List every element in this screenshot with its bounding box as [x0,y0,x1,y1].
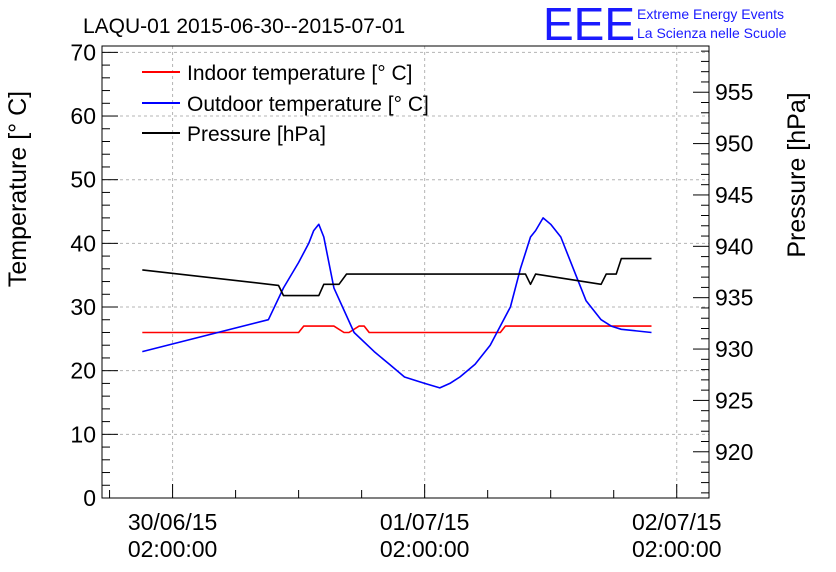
y-tick-label: 10 [70,421,96,447]
y2-tick-label: 950 [715,131,753,157]
legend: Indoor temperature [° C] Outdoor tempera… [142,62,429,146]
y-tick-label: 20 [70,358,96,384]
y2-tick-label: 955 [715,79,753,105]
plot-frame [101,45,710,499]
y-tick-label: 40 [70,230,96,256]
axes: 0 10 20 30 40 50 60 70 920 925 930 935 940 945 950 955 3… [70,39,753,562]
series-line-outdoor [142,217,652,389]
logo-line-2: La Scienza nelle Scuole [637,25,787,41]
y2-tick-label: 945 [715,182,753,208]
x-tick-time: 02:00:00 [632,536,722,562]
y-tick-label: 70 [70,39,96,65]
logo-line-1: Extreme Energy Events [637,6,784,22]
chart-title: LAQU-01 2015-06-30--2015-07-01 [83,15,405,38]
series-layer [142,217,652,389]
legend-label-pressure: Pressure [hPa] [187,123,326,146]
x-tick-date: 01/07/15 [380,509,470,535]
legend-label-indoor: Indoor temperature [° C] [187,62,413,85]
y-tick-label: 30 [70,294,96,320]
y-tick-label: 50 [70,167,96,193]
y2-tick-label: 925 [715,387,753,413]
x-tick-date: 02/07/15 [632,509,722,535]
y2-tick-label: 930 [715,336,753,362]
x-tick-time: 02:00:00 [380,536,470,562]
y2-axis-label: Pressure [hPa] [783,92,811,257]
y2-tick-label: 935 [715,285,753,311]
y-axis-label: Temperature [° C] [4,91,32,287]
legend-label-outdoor: Outdoor temperature [° C] [187,93,429,116]
x-tick-time: 02:00:00 [128,536,218,562]
logo-mark: EEE [543,0,635,50]
series-line-pressure [142,257,652,297]
grid [102,46,709,498]
y-tick-label: 60 [70,103,96,129]
eee-logo: EEE Extreme Energy Events La Scienza nel… [543,0,787,50]
x-tick-date: 30/06/15 [128,509,218,535]
y-tick-label: 0 [83,485,96,511]
series-line-indoor [142,325,652,334]
y2-tick-label: 940 [715,233,753,259]
y2-tick-label: 920 [715,439,753,465]
